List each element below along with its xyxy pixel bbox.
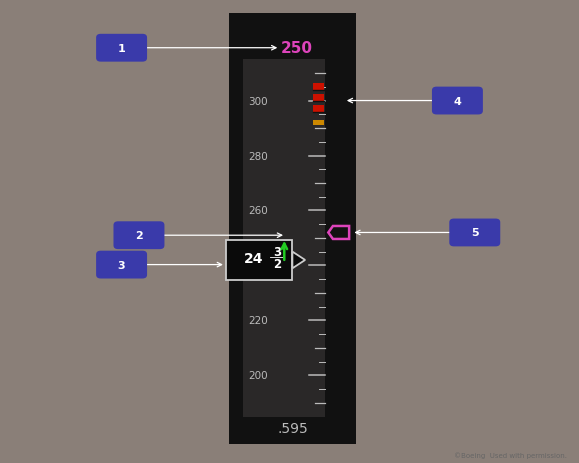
Text: 260: 260 <box>248 206 267 216</box>
Text: 240: 240 <box>248 261 267 271</box>
Text: 2: 2 <box>135 231 143 241</box>
Text: 250: 250 <box>281 41 313 56</box>
FancyBboxPatch shape <box>449 219 500 247</box>
Bar <box>313 84 324 91</box>
Text: 3: 3 <box>273 245 281 258</box>
Text: 2: 2 <box>273 257 281 270</box>
Bar <box>229 14 356 444</box>
Text: 3: 3 <box>118 260 126 270</box>
FancyBboxPatch shape <box>113 222 164 250</box>
Text: 300: 300 <box>248 96 267 106</box>
Polygon shape <box>292 252 305 269</box>
FancyBboxPatch shape <box>96 35 147 63</box>
Text: 24: 24 <box>244 251 263 265</box>
Text: ©Boeing  Used with permission.: ©Boeing Used with permission. <box>455 452 567 458</box>
Bar <box>226 241 292 280</box>
Bar <box>313 120 324 126</box>
Text: 280: 280 <box>248 151 267 161</box>
FancyBboxPatch shape <box>96 251 147 279</box>
FancyBboxPatch shape <box>432 88 483 115</box>
Text: 220: 220 <box>248 316 267 325</box>
Bar <box>313 106 324 113</box>
Text: .595: .595 <box>277 421 308 435</box>
Bar <box>243 60 325 417</box>
Text: 4: 4 <box>453 96 461 106</box>
Text: 200: 200 <box>248 370 267 381</box>
Text: 5: 5 <box>471 228 479 238</box>
Bar <box>313 95 324 102</box>
Text: 1: 1 <box>118 44 126 54</box>
